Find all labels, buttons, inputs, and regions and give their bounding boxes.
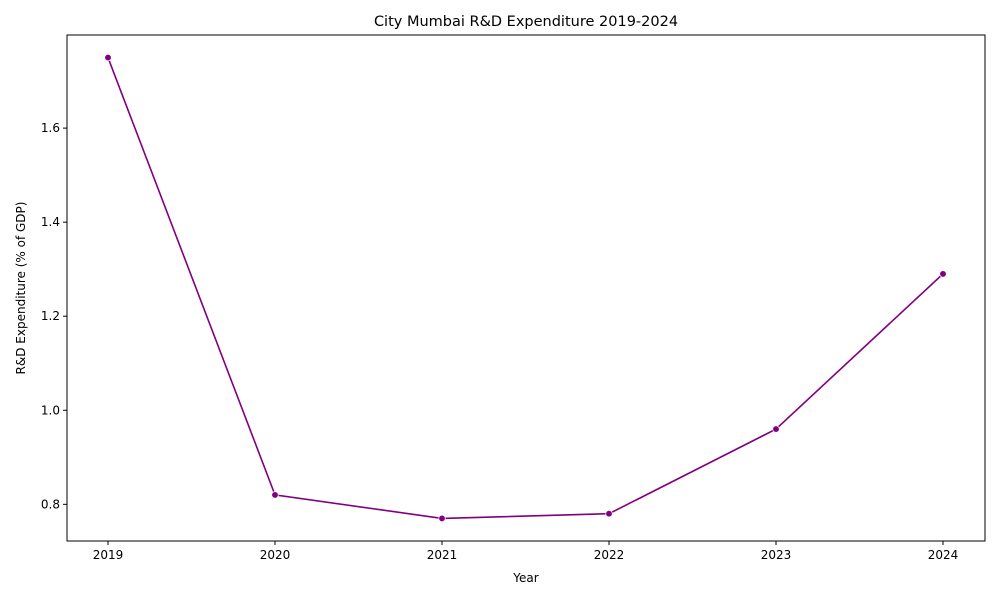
data-point [271,491,279,499]
x-tick-label: 2024 [928,548,959,562]
x-tick-label: 2021 [427,548,458,562]
data-point [104,53,112,62]
y-tick-label: 1.2 [41,309,60,323]
data-point [438,514,446,523]
data-point [939,270,947,278]
chart-title: City Mumbai R&D Expenditure 2019-2024 [374,14,678,30]
y-tick-label: 1.4 [41,215,60,229]
y-axis-title: R&D Expenditure (% of GDP) [14,202,28,375]
x-tick-label: 2019 [93,548,124,562]
x-tick-label: 2020 [260,548,291,562]
x-tick-label: 2023 [761,548,792,562]
axes-frame [66,34,986,542]
plot-area: 2019 2020 2021 2022 2023 2024 0.8 1.0 1.2 1.4 1.6 [41,34,986,562]
y-tick-label: 1.6 [41,121,60,135]
data-point [605,510,613,518]
y-tick-label: 0.8 [41,497,60,511]
y-tick-label: 1.0 [41,403,60,417]
data-point [772,425,780,433]
series-line [107,57,944,520]
x-tick-label: 2022 [594,548,625,562]
x-axis-title: Year [512,571,538,585]
